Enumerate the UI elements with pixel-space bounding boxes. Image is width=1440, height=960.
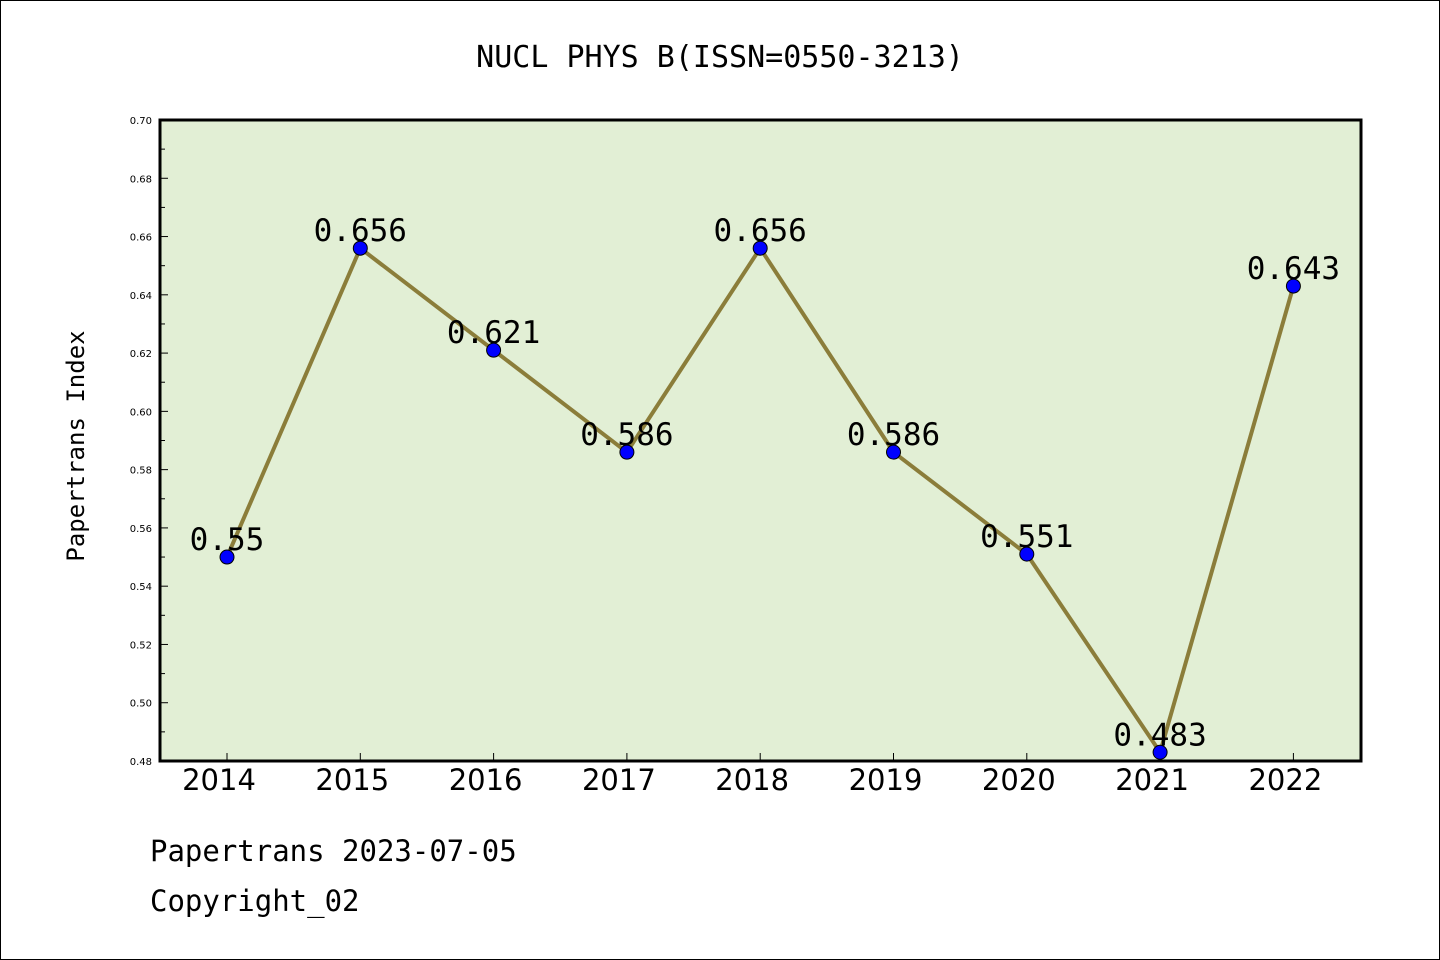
plot-area [160, 120, 1361, 761]
chart-title: NUCL PHYS B(ISSN=0550-3213) [476, 40, 964, 75]
data-label: 0.55 [190, 522, 265, 558]
x-tick-label: 2017 [582, 763, 656, 797]
x-tick-label: 2022 [1248, 763, 1322, 797]
y-tick-label: 0.54 [130, 582, 152, 593]
data-label: 0.621 [447, 315, 540, 351]
y-tick-label: 0.62 [130, 349, 152, 360]
x-tick-label: 2014 [182, 763, 256, 797]
data-label: 0.483 [1113, 717, 1206, 753]
y-tick-label: 0.56 [130, 524, 152, 535]
y-axis-label: Papertrans Index [62, 330, 90, 561]
y-tick-label: 0.68 [130, 174, 152, 185]
data-point [486, 342, 502, 358]
data-point [752, 240, 768, 256]
data-point [886, 444, 901, 460]
footer-copyright: Copyright_02 [150, 884, 360, 918]
data-point [1285, 278, 1301, 294]
plot-border [158, 118, 1363, 763]
data-point [619, 444, 635, 460]
x-tick-label: 2021 [1115, 763, 1189, 797]
y-tick-label: 0.64 [130, 291, 152, 302]
x-tick-label: 2018 [715, 763, 789, 797]
x-axis-ticks: 2014 2015 2016 2017 2018 2019 2020 2021 2022 [182, 753, 1322, 797]
y-tick-label: 0.52 [130, 640, 152, 651]
data-label: 0.551 [980, 519, 1073, 555]
data-label: 0.656 [314, 213, 407, 249]
x-tick-label: 2020 [982, 763, 1056, 797]
y-tick-label: 0.48 [130, 757, 152, 768]
x-tick-label: 2019 [849, 763, 923, 797]
data-point [352, 240, 368, 256]
data-point [1019, 546, 1035, 562]
x-tick-label: 2015 [315, 763, 389, 797]
y-tick-label: 0.60 [130, 407, 152, 418]
y-tick-label: 0.66 [130, 233, 152, 244]
y-tick-label: 0.58 [130, 466, 152, 477]
data-label: 0.586 [847, 417, 940, 453]
y-tick-label: 0.70 [130, 116, 152, 127]
data-label: 0.643 [1247, 251, 1340, 287]
y-tick-label: 0.50 [130, 699, 152, 710]
data-labels: 0.55 0.656 0.621 0.586 0.656 0.586 0.551 0.483 0… [190, 213, 1340, 753]
data-label: 0.656 [714, 213, 807, 249]
data-point [1152, 744, 1168, 760]
data-markers [219, 240, 1301, 760]
footer-date: Papertrans 2023-07-05 [150, 834, 517, 868]
x-tick-label: 2016 [449, 763, 523, 797]
data-point [219, 549, 235, 565]
data-label: 0.586 [580, 417, 673, 453]
